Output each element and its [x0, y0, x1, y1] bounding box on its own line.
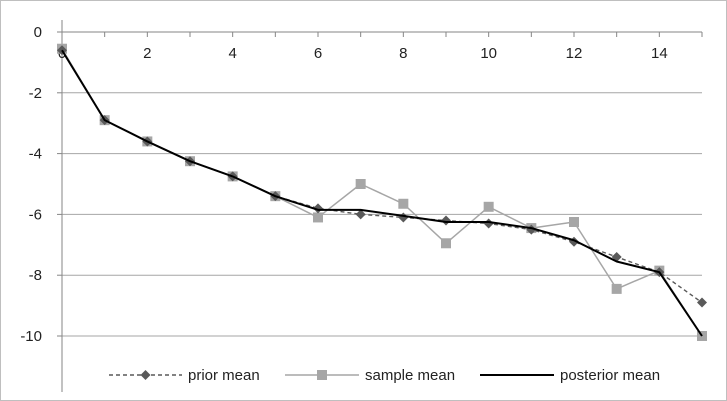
- data-point-square: [569, 217, 579, 227]
- legend-label: prior mean: [188, 367, 260, 384]
- x-tick-label: 12: [566, 45, 583, 62]
- data-point-diamond: [355, 209, 366, 220]
- data-point-square: [441, 238, 451, 249]
- x-tick-label: 10: [480, 45, 497, 62]
- tick-labels: 024681012140-2-4-6-8-10: [20, 24, 667, 345]
- y-tick-label: 0: [34, 24, 42, 41]
- y-tick-label: -8: [29, 267, 42, 284]
- series-line: [61, 49, 703, 337]
- legend-entry: sample mean: [285, 367, 455, 384]
- x-tick-label: 14: [651, 45, 668, 62]
- legend: prior mean sample mean posterior mean: [109, 367, 660, 384]
- axes: [57, 20, 703, 392]
- data-point-square: [355, 179, 366, 189]
- data-point-square: [611, 283, 622, 294]
- legend-label: sample mean: [365, 367, 455, 384]
- data-point-diamond: [697, 297, 707, 308]
- data-point-square: [317, 370, 327, 380]
- series: [57, 43, 707, 341]
- data-point-square: [398, 198, 409, 209]
- y-tick-label: -4: [29, 146, 42, 163]
- data-point-square: [483, 201, 494, 212]
- series-posterior-mean: [61, 49, 703, 337]
- y-tick-label: -6: [29, 206, 42, 223]
- legend-label: posterior mean: [560, 367, 660, 384]
- gridlines: [62, 92, 702, 337]
- x-tick-label: 4: [228, 45, 236, 62]
- x-tick-label: 6: [314, 45, 322, 62]
- y-tick-label: -10: [20, 328, 42, 345]
- x-tick-label: 8: [399, 45, 407, 62]
- legend-entry: posterior mean: [480, 367, 660, 384]
- x-tick-label: 2: [143, 45, 151, 62]
- y-tick-label: -2: [29, 85, 42, 102]
- data-point-diamond: [140, 370, 151, 380]
- series-prior-mean: [57, 45, 707, 308]
- data-point-square: [313, 212, 323, 223]
- legend-entry: prior mean: [109, 367, 260, 384]
